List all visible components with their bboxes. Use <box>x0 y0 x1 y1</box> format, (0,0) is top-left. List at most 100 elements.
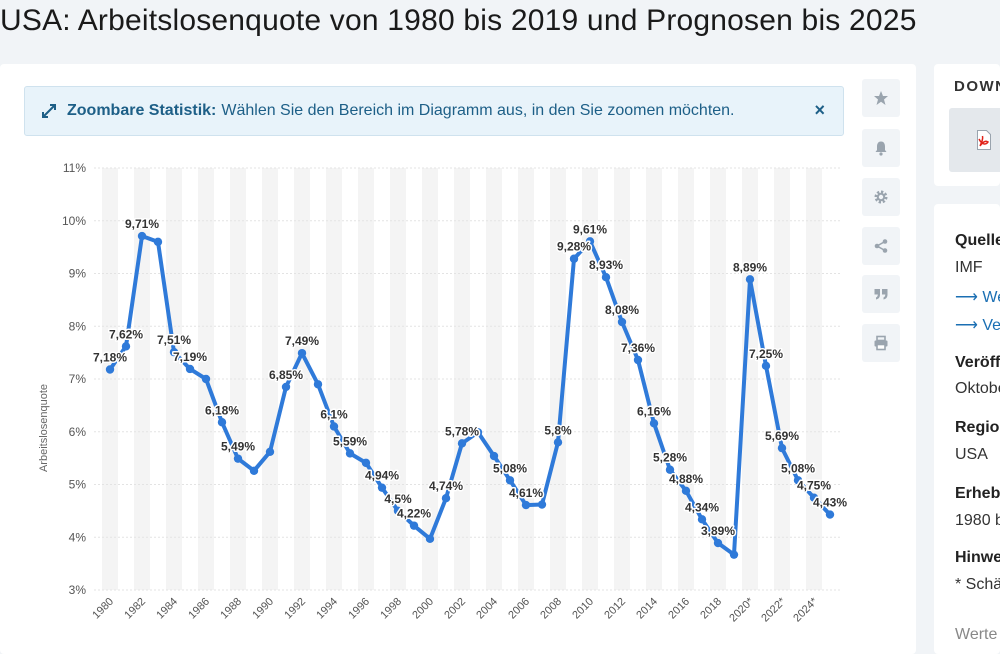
data-point[interactable] <box>505 476 515 485</box>
data-point[interactable] <box>249 466 259 475</box>
data-label: 4,88% <box>669 472 703 486</box>
data-point[interactable] <box>601 272 611 282</box>
data-point[interactable] <box>809 493 819 502</box>
data-label: 7,36% <box>621 341 655 355</box>
data-point[interactable] <box>649 419 659 428</box>
favorite-button[interactable] <box>862 79 900 117</box>
data-point[interactable] <box>553 438 563 447</box>
x-tick-label: 1984 <box>154 596 180 622</box>
share-button[interactable] <box>862 227 900 265</box>
survey-label: Erhebungszeitraum <box>955 485 1000 502</box>
data-point[interactable] <box>617 317 627 327</box>
y-tick-label: 11% <box>63 162 86 175</box>
data-label-halo: 5,69% <box>765 429 799 443</box>
more-info-link[interactable]: ⟶ Weitere Informationen <box>955 289 1000 306</box>
data-point[interactable] <box>297 348 307 358</box>
data-label-halo: 3,89% <box>701 524 735 538</box>
data-label: 4,43% <box>813 496 847 510</box>
data-point[interactable] <box>793 476 803 485</box>
data-label-halo: 9,28% <box>557 240 591 254</box>
x-tick-label: 2014 <box>634 596 660 622</box>
data-point[interactable] <box>313 380 323 389</box>
data-point[interactable] <box>425 534 435 544</box>
x-tick-label: 1990 <box>250 596 276 622</box>
data-point[interactable] <box>777 443 787 453</box>
data-point[interactable] <box>329 422 339 431</box>
data-label-halo: 4,22% <box>397 507 431 521</box>
data-point[interactable] <box>665 465 675 474</box>
data-label-halo: 8,93% <box>589 258 623 272</box>
data-label: 6,18% <box>205 403 239 417</box>
data-point[interactable] <box>457 439 467 448</box>
data-label: 4,61% <box>509 486 543 500</box>
data-point[interactable] <box>825 510 835 519</box>
x-tick-label: 1992 <box>282 596 308 622</box>
data-point[interactable] <box>393 506 403 516</box>
data-label: 5,08% <box>493 461 527 475</box>
data-label: 5,28% <box>653 451 687 465</box>
data-point[interactable] <box>729 550 739 559</box>
data-point[interactable] <box>713 538 723 548</box>
data-point[interactable] <box>345 449 355 458</box>
data-point[interactable] <box>233 454 243 463</box>
data-point[interactable] <box>121 342 131 351</box>
data-label-halo: 7,25% <box>749 347 783 361</box>
share-icon <box>874 239 888 253</box>
x-tick-label: 1996 <box>346 596 372 622</box>
data-point[interactable] <box>473 428 483 437</box>
cite-button[interactable] <box>862 275 900 313</box>
data-point[interactable] <box>361 458 371 468</box>
data-label-halo: 4,61% <box>509 486 543 500</box>
data-point[interactable] <box>761 361 771 371</box>
data-point[interactable] <box>441 494 451 503</box>
data-label-halo: 9,71% <box>125 217 159 231</box>
data-point[interactable] <box>105 365 115 374</box>
data-label: 7,18% <box>93 351 127 365</box>
data-label: 5,78% <box>445 424 479 438</box>
data-point[interactable] <box>409 521 419 530</box>
settings-button[interactable] <box>862 178 900 216</box>
data-label: 8,93% <box>589 258 623 272</box>
data-point[interactable] <box>537 500 547 509</box>
data-point[interactable] <box>201 374 211 384</box>
data-point[interactable] <box>217 418 227 427</box>
data-point[interactable] <box>185 364 195 374</box>
data-point[interactable] <box>281 382 291 392</box>
data-label: 6,1% <box>320 407 348 421</box>
bell-icon <box>875 141 887 156</box>
y-tick-label: 3% <box>69 583 87 597</box>
data-point[interactable] <box>377 483 387 492</box>
data-point[interactable] <box>521 500 531 510</box>
data-label-halo: 6,85% <box>269 368 303 382</box>
data-point[interactable] <box>697 515 707 524</box>
data-label-halo: 7,36% <box>621 341 655 355</box>
pdf-download-button[interactable] <box>949 108 1000 172</box>
notification-button[interactable] <box>862 129 900 167</box>
data-point[interactable] <box>681 486 691 496</box>
print-button[interactable] <box>862 324 900 362</box>
line-chart[interactable]: 3% 4% 5% 6% 7% 8% 9% 10% 11% 1980 1982 1984 1986 198… <box>0 162 860 642</box>
data-point[interactable] <box>633 355 643 365</box>
data-point[interactable] <box>489 451 499 461</box>
print-icon <box>874 335 888 351</box>
data-point[interactable] <box>169 347 179 357</box>
data-label: 4,22% <box>397 507 431 521</box>
x-tick-label: 2008 <box>538 596 564 622</box>
x-tick-label: 2012 <box>602 596 628 622</box>
availability-link[interactable]: ⟶ Verfügbarkeit <box>955 317 1000 334</box>
data-point[interactable] <box>265 447 275 456</box>
data-point[interactable] <box>137 231 147 241</box>
close-icon[interactable]: × <box>814 100 825 120</box>
data-point[interactable] <box>585 237 595 246</box>
x-tick-label: 2020* <box>727 595 756 624</box>
data-point[interactable] <box>569 254 579 263</box>
data-label: 4,94% <box>365 469 399 483</box>
survey-value: 1980 bis <box>955 512 1000 529</box>
data-label-halo: 4,74% <box>429 479 463 493</box>
data-label-halo: 7,51% <box>157 333 191 347</box>
data-label: 7,62% <box>109 327 143 341</box>
data-point[interactable] <box>745 275 755 284</box>
data-point[interactable] <box>153 237 163 247</box>
data-label-halo: 8,89% <box>733 260 767 274</box>
data-label-halo: 4,75% <box>797 479 831 493</box>
